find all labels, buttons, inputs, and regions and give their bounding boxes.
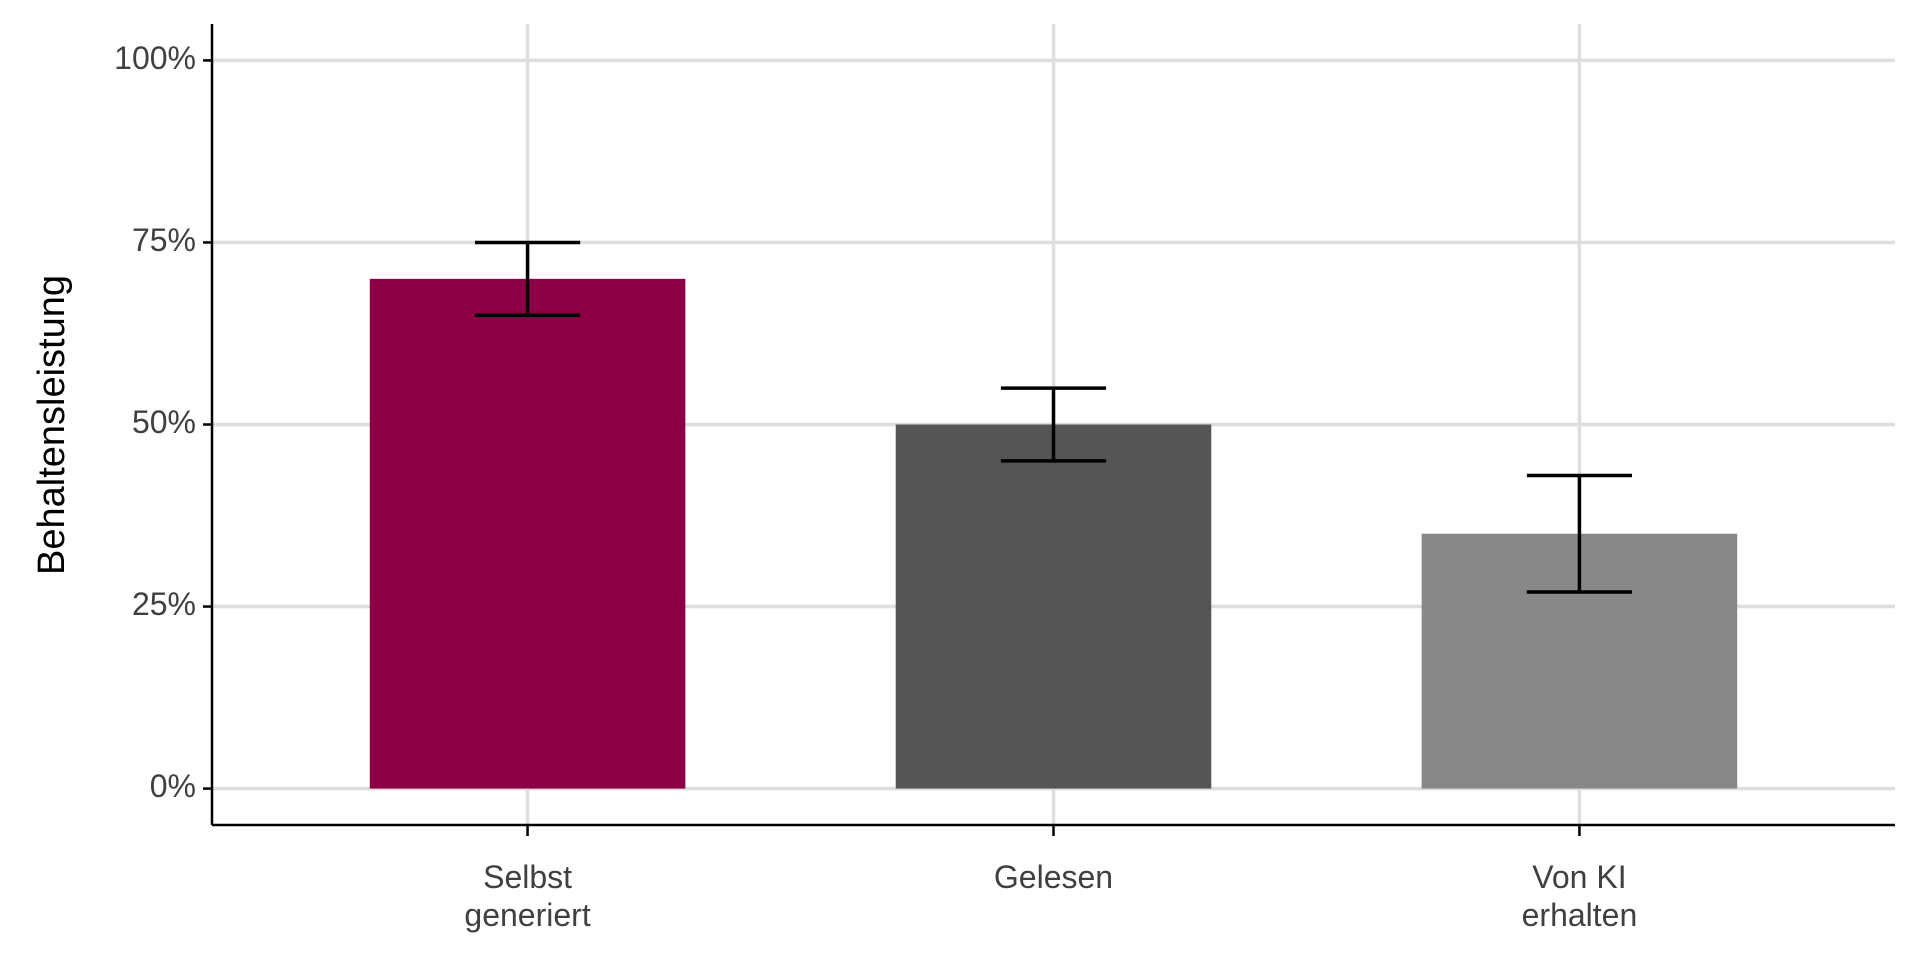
x-tick-label: Selbst generiert — [464, 859, 591, 933]
y-tick-label: 50% — [132, 404, 196, 440]
error-bar — [1000, 386, 1107, 463]
bar — [369, 278, 686, 789]
error-bar — [1526, 473, 1633, 594]
y-tick-label: 75% — [132, 222, 196, 258]
y-tick-label: 100% — [114, 40, 196, 76]
y-tick-label: 0% — [150, 768, 196, 804]
bar — [895, 424, 1212, 789]
y-axis-title: Behaltensleistung — [31, 275, 73, 575]
error-bar — [474, 240, 581, 318]
x-tick-label: Von KI erhalten — [1521, 859, 1638, 933]
x-tick-label: Gelesen — [993, 859, 1114, 895]
y-tick-label: 25% — [132, 586, 196, 622]
